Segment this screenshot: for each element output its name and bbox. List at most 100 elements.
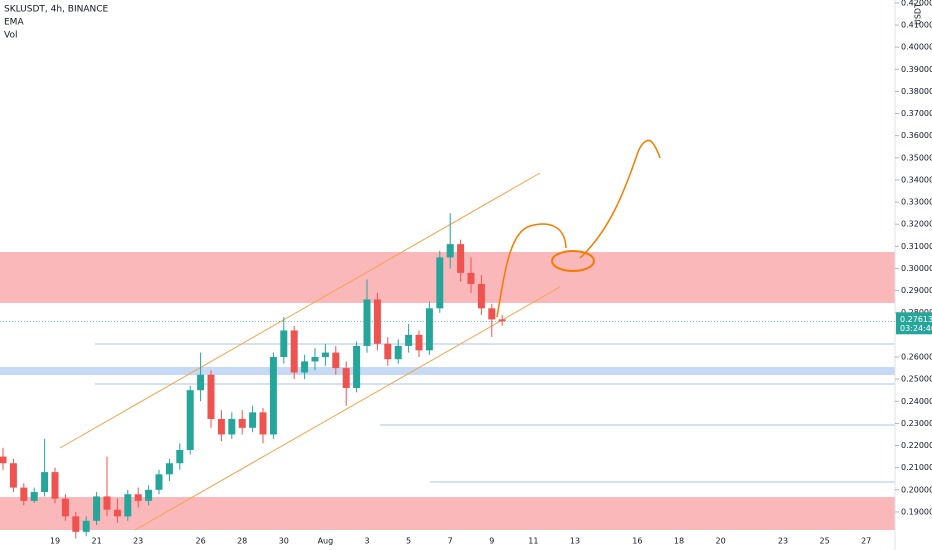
candle-body <box>238 418 246 428</box>
candle-body <box>477 283 485 309</box>
candle-body <box>488 308 496 320</box>
channel-upper <box>59 172 541 449</box>
candle-body <box>353 345 361 388</box>
price-axis <box>895 0 932 550</box>
x-tick-label: 9 <box>489 537 494 546</box>
last-price-label: 0.27613 <box>900 315 932 324</box>
candle-body <box>280 330 288 358</box>
x-tick-label: 26 <box>196 537 206 546</box>
candle-body <box>113 509 121 517</box>
candle-body <box>425 308 433 351</box>
y-tick-label: 0.39000 <box>901 65 932 74</box>
y-tick-label: 0.21000 <box>901 463 932 472</box>
y-tick-label: 0.35000 <box>901 153 932 162</box>
x-tick-label: 27 <box>861 537 871 546</box>
candle-body <box>384 343 392 360</box>
x-tick-label: 30 <box>279 537 289 546</box>
candle-body <box>93 496 101 521</box>
candle-body <box>405 334 413 346</box>
x-tick-label: 18 <box>674 537 684 546</box>
target-circle <box>551 250 595 272</box>
x-tick-label: 7 <box>448 537 453 546</box>
candle-body <box>134 494 142 501</box>
symbol-title: SKLUSDT, 4h, BINANCE <box>4 5 109 15</box>
x-tick-label: 25 <box>820 537 830 546</box>
level-band <box>0 367 895 375</box>
projection-drawing <box>496 223 567 318</box>
channel-lower <box>134 286 561 531</box>
candle-body <box>207 374 215 419</box>
y-tick-label: 0.26000 <box>901 353 932 362</box>
candle-body <box>61 498 69 517</box>
candle-body <box>498 319 506 322</box>
candle-body <box>0 456 7 464</box>
y-tick-label: 0.40000 <box>901 43 932 52</box>
candle-body <box>269 357 277 435</box>
support-zone <box>0 497 895 530</box>
indicator-label: EMA <box>4 18 24 28</box>
candle-body <box>103 496 111 510</box>
currency-label: USDT <box>914 3 923 25</box>
y-tick-label: 0.31000 <box>901 242 932 251</box>
indicator-label: Vol <box>4 31 17 41</box>
candle-body <box>217 418 225 435</box>
candles <box>0 213 506 539</box>
x-tick-label: 13 <box>570 537 580 546</box>
candle-body <box>249 412 257 428</box>
candle-body <box>342 368 350 388</box>
candle-body <box>394 345 402 360</box>
y-tick-label: 0.41000 <box>901 21 932 30</box>
candle-body <box>72 516 80 532</box>
y-tick-label: 0.29000 <box>901 286 932 295</box>
candle-body <box>155 474 163 490</box>
candle-body <box>321 352 329 358</box>
candle-body <box>457 244 465 273</box>
y-tick-label: 0.30000 <box>901 264 932 273</box>
x-tick-label: 23 <box>778 537 788 546</box>
candle-body <box>9 463 17 488</box>
y-tick-label: 0.19000 <box>901 507 932 516</box>
candle-body <box>311 357 319 362</box>
y-tick-label: 0.22000 <box>901 441 932 450</box>
candle-body <box>373 299 381 344</box>
candle-body <box>124 494 132 517</box>
y-tick-label: 0.25000 <box>901 375 932 384</box>
y-tick-label: 0.20000 <box>901 485 932 494</box>
candle-body <box>436 257 444 309</box>
y-tick-label: 0.36000 <box>901 131 932 140</box>
x-tick-label: 21 <box>92 537 102 546</box>
candle-body <box>301 361 309 373</box>
y-tick-label: 0.24000 <box>901 397 932 406</box>
x-tick-label: 11 <box>528 537 538 546</box>
x-tick-label: 28 <box>237 537 247 546</box>
candle-body <box>145 489 153 501</box>
y-tick-label: 0.23000 <box>901 419 932 428</box>
x-tick-label: Aug <box>318 537 334 546</box>
candle-body <box>197 374 205 391</box>
candle-body <box>20 487 28 501</box>
candle-body <box>228 418 236 435</box>
candle-body <box>259 412 267 435</box>
y-tick-label: 0.33000 <box>901 198 932 207</box>
resistance-zone <box>0 252 895 303</box>
y-tick-label: 0.42000 <box>901 0 932 7</box>
candle-body <box>290 330 298 373</box>
y-tick-label: 0.37000 <box>901 109 932 118</box>
y-tick-label: 0.32000 <box>901 220 932 229</box>
candle-body <box>467 272 475 284</box>
x-tick-label: 16 <box>632 537 642 546</box>
candle-body <box>415 334 423 351</box>
x-tick-label: 3 <box>364 537 369 546</box>
last-price-tag <box>896 312 932 335</box>
x-tick-label: 5 <box>406 537 411 546</box>
candle-body <box>446 244 454 258</box>
y-tick-label: 0.34000 <box>901 175 932 184</box>
candle-body <box>82 520 90 532</box>
candle-body <box>332 352 340 369</box>
y-tick-label: 0.38000 <box>901 87 932 96</box>
x-tick-label: 20 <box>716 537 726 546</box>
candle-body <box>41 472 49 493</box>
candle-body <box>363 299 371 346</box>
candle-body <box>186 390 194 450</box>
